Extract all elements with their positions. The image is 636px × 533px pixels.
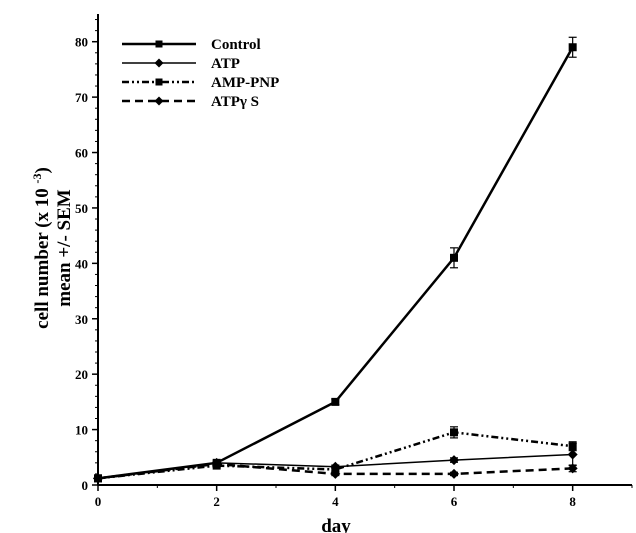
y-tick-label: 80 <box>75 35 88 50</box>
data-point <box>330 468 341 479</box>
y-tick-label: 50 <box>75 201 88 216</box>
data-point <box>93 473 103 484</box>
x-tick-label: 0 <box>95 494 102 509</box>
axes: 0 10 20 30 40 50 60 70 80 0 2 4 6 8 <box>75 14 633 509</box>
data-point <box>211 458 222 469</box>
legend-marker <box>154 96 164 106</box>
y-tick-label: 60 <box>75 146 88 161</box>
series-0 <box>94 36 577 483</box>
y-axis-title-line2: mean +/- SEM <box>54 189 75 306</box>
legend-label: ATPγ S <box>211 94 259 110</box>
legend-label: ATP <box>211 56 240 72</box>
y-tick-label: 20 <box>75 367 88 382</box>
series-line <box>97 431 573 480</box>
data-point <box>568 43 577 52</box>
x-tick-label: 8 <box>569 494 576 509</box>
data-point <box>568 442 577 451</box>
y-tick-label: 0 <box>82 478 89 493</box>
x-tick-label: 2 <box>213 494 220 509</box>
y-axis-title-exponent: -3 <box>30 174 44 184</box>
y-tick-label: 70 <box>75 90 88 105</box>
data-point <box>567 463 578 474</box>
legend-marker <box>155 78 163 86</box>
data-point <box>449 455 459 466</box>
y-axis-title-close: ) <box>32 167 53 173</box>
data-point <box>450 253 458 262</box>
series-line <box>97 46 574 480</box>
y-axis-title-main: cell number (x 10 <box>32 184 53 329</box>
series-layer <box>93 36 578 484</box>
data-point <box>449 468 459 479</box>
data-point <box>450 428 458 437</box>
legend-label: Control <box>211 37 261 53</box>
data-point <box>331 397 340 406</box>
y-axis-title-line1: cell number (x 10 -3) <box>30 167 53 329</box>
y-tick-label: 40 <box>75 256 88 271</box>
x-tick-label: 4 <box>332 494 339 509</box>
x-tick-label: 6 <box>451 494 458 509</box>
y-tick-label: 10 <box>75 423 88 438</box>
y-tick-label: 30 <box>75 312 88 327</box>
legend-marker <box>155 40 163 48</box>
legend-label: AMP-PNP <box>211 75 279 91</box>
legend: Control ATP AMP-PNP ATPγ S <box>122 37 279 110</box>
data-point <box>567 449 578 460</box>
x-axis-title: day <box>321 516 351 533</box>
series-3 <box>93 458 578 484</box>
legend-marker <box>154 58 164 68</box>
